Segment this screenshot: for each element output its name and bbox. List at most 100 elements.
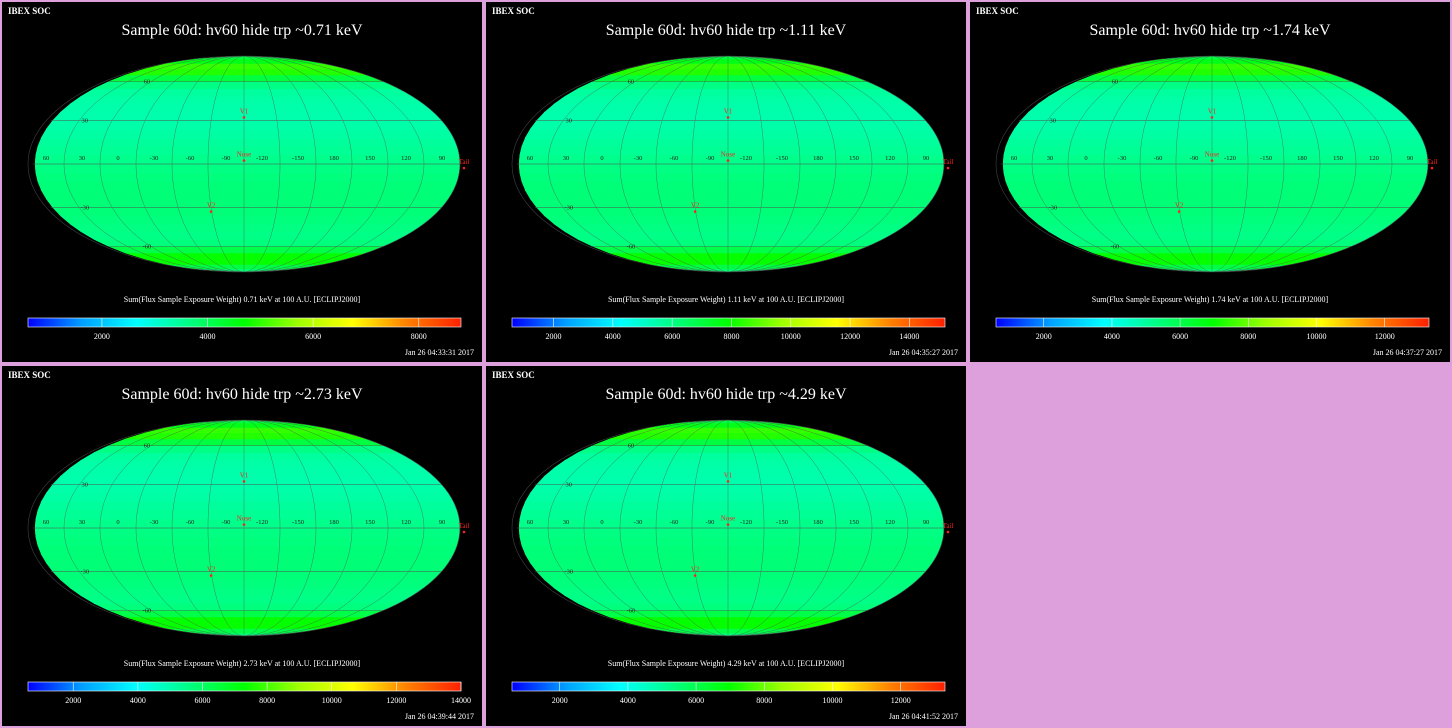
heatmap-cell	[525, 128, 938, 138]
heatmap-cell	[34, 163, 460, 174]
colorbar-tick-label: 10000	[781, 332, 801, 341]
marker-label: Tail	[943, 158, 954, 166]
heatmap-cell	[529, 198, 933, 208]
longitude-label: 60	[43, 155, 50, 162]
longitude-label: 90	[439, 155, 446, 162]
heatmap-cell	[564, 88, 898, 97]
latitude-label: 30	[566, 117, 573, 124]
longitude-label: 150	[849, 155, 859, 162]
heatmap-cell	[578, 239, 884, 247]
heatmap-cell	[564, 231, 898, 240]
sky-map-panel: 60 30 0 -30 -60 -90 -120 -150 180 150 120 90 60 30 -30…	[2, 2, 482, 362]
heatmap-cell	[37, 137, 458, 147]
longitude-label: 0	[116, 155, 119, 162]
heatmap-cell	[45, 198, 449, 208]
heatmap-cell	[94, 81, 400, 89]
timestamp: Jan 26 04:33:31 2017	[404, 348, 474, 357]
heatmap-cell	[80, 231, 414, 240]
heatmap-cell	[544, 215, 919, 225]
latitude-label: 60	[628, 79, 635, 86]
map-boundary	[27, 55, 461, 273]
marker-dot	[242, 116, 246, 119]
heatmap-cell	[69, 95, 425, 105]
heatmap-cell	[609, 68, 851, 76]
longitude-label: -120	[740, 155, 752, 162]
heatmap-cell	[521, 181, 942, 191]
graticule	[32, 56, 460, 272]
longitude-label: -150	[776, 155, 788, 162]
marker-label: Tail	[459, 158, 470, 166]
longitude-label: -120	[256, 155, 268, 162]
colorbar-tick-label: 2000	[94, 332, 110, 341]
colorbar-tick-label: 12000	[840, 332, 860, 341]
longitude-label: 180	[813, 155, 823, 162]
colorbar	[27, 317, 462, 328]
latitude-label: -30	[80, 205, 89, 212]
marker-dot	[693, 210, 697, 213]
longitude-label: 30	[563, 155, 570, 162]
panel-header: IBEX SOC	[492, 6, 535, 16]
longitude-label: 90	[923, 155, 930, 162]
marker-dot	[726, 159, 730, 162]
colorbar-tick-label: 6000	[305, 332, 321, 341]
marker-label: V1	[724, 107, 733, 115]
colorbar-tick-label: 4000	[200, 332, 216, 341]
heatmap-cell	[553, 95, 909, 105]
longitude-label: -30	[150, 155, 159, 162]
heatmap-cell	[52, 207, 443, 217]
longitude-label: 150	[365, 155, 375, 162]
longitude-label: -60	[186, 155, 195, 162]
sky-map-svg: 60 30 0 -30 -60 -90 -120 -150 180 150 120 906030-30…	[27, 55, 470, 341]
heatmap-cell	[41, 128, 454, 138]
heatmap-cell	[518, 163, 944, 174]
heatmap-cell	[125, 252, 367, 260]
heatmap-cell	[125, 68, 367, 76]
heatmap-cell	[80, 88, 414, 97]
heatmap-cell	[521, 137, 942, 147]
sky-map-svg: 60 30 0 -30 -60 -90 -120 -150 180 150 120 906030-30…	[511, 55, 954, 341]
marker-label: V2	[691, 202, 700, 210]
marker-dot	[242, 159, 246, 162]
heatmap-cell	[60, 215, 435, 225]
heatmap-cell	[578, 81, 884, 89]
marker-label: Nose	[721, 151, 735, 159]
longitude-label: 30	[79, 155, 86, 162]
heatmap-cell	[553, 223, 909, 233]
longitude-label: -90	[222, 155, 231, 162]
longitude-label: -30	[634, 155, 643, 162]
panel-title: Sample 60d: hv60 hide trp ~0.71 keV	[121, 22, 363, 39]
marker-label: V1	[240, 107, 249, 115]
colorbar-label: Sum(Flux Sample Exposure Weight) 0.71 ke…	[123, 295, 361, 304]
sky-map-panel: 60 30 0 -30 -60 -90 -120 -150 180 150 120 90 60 30 -30…	[970, 2, 1450, 362]
colorbar-tick-label: 4000	[605, 332, 621, 341]
latitude-label: 30	[82, 117, 89, 124]
longitude-label: -60	[670, 155, 679, 162]
colorbar-tick-label: 8000	[724, 332, 740, 341]
heatmap-cell	[536, 207, 927, 217]
colorbar	[511, 317, 946, 328]
colorbar-tick-label: 14000	[899, 332, 919, 341]
heatmap-cell	[609, 252, 851, 260]
heatmap-cell	[525, 190, 938, 200]
sky-map-panel: 60 30 0 -30 -60 -90 -120 -150 180 150 120 90 60 30 -30…	[486, 2, 966, 362]
latitude-label: -30	[564, 205, 573, 212]
heatmap-cell	[37, 181, 458, 191]
latitude-label: -60	[143, 243, 152, 250]
panel-header: IBEX SOC	[8, 6, 51, 16]
longitude-label: 120	[885, 155, 895, 162]
colorbar-tick-label: 6000	[664, 332, 680, 341]
heatmap-cell	[69, 223, 425, 233]
longitude-label: 0	[600, 155, 603, 162]
latitude-label: 60	[144, 79, 151, 86]
heatmap-cell	[529, 120, 933, 130]
latitude-label: -60	[627, 243, 636, 250]
marker-label: Nose	[237, 151, 251, 159]
colorbar-tick-label: 2000	[546, 332, 562, 341]
sky-map-svg: 60 30 0 -30 -60 -90 -120 -150 180 150 120 906030-30…	[995, 55, 1437, 341]
longitude-label: -90	[706, 155, 715, 162]
marker-dot	[209, 210, 213, 213]
marker-dot	[726, 116, 730, 119]
heatmap-cell	[35, 172, 460, 182]
heatmap-cell	[94, 239, 400, 247]
longitude-label: 180	[329, 155, 339, 162]
